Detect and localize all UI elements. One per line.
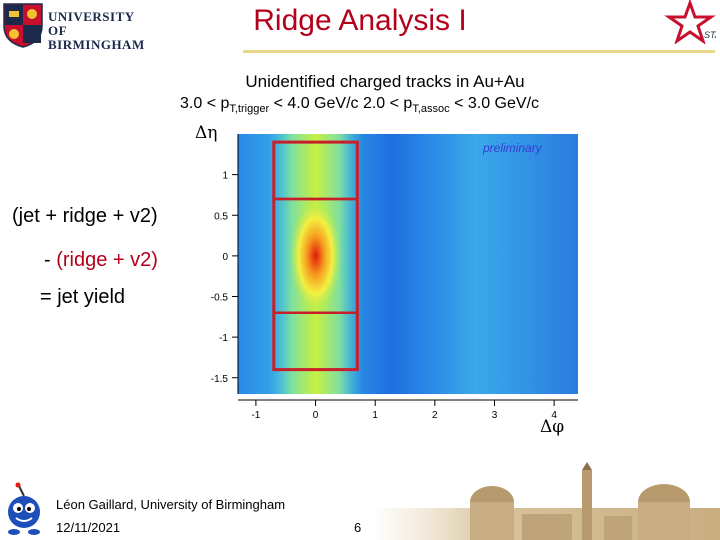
footer-author: Léon Gaillard, University of Birmingham bbox=[56, 497, 286, 512]
x-tick-label: -1 bbox=[251, 410, 260, 421]
campus-illustration bbox=[372, 462, 720, 540]
x-tick-label: 2 bbox=[432, 410, 438, 421]
star-logo-text: STAR bbox=[704, 30, 716, 40]
university-logo: UNIVERSITY OF BIRMINGHAM bbox=[2, 2, 152, 52]
y-axis-label: Δη bbox=[195, 123, 217, 143]
kinematic-cuts: 3.0 < pT,trigger < 4.0 GeV/c 2.0 < pT,as… bbox=[180, 95, 539, 115]
heatmap-chart: 1 0.5 0 -0.5 -1 -1.5 -1 0 1 2 3 4 preliminary Δη Δφ bbox=[195, 123, 578, 437]
equation-line-1: (jet + ridge + v2) bbox=[12, 205, 158, 227]
region-box-2 bbox=[272, 140, 359, 201]
y-tick-label: 0.5 bbox=[214, 211, 228, 222]
mascot-icon bbox=[8, 482, 40, 535]
star-logo: STAR bbox=[664, 0, 716, 44]
footer-date: 12/11/2021 bbox=[56, 520, 121, 535]
assoc-subscript: T,assoc bbox=[412, 103, 450, 116]
trigger-subscript: T,trigger bbox=[229, 103, 270, 116]
preliminary-watermark: preliminary bbox=[482, 141, 543, 155]
y-tick-label: -1.5 bbox=[211, 374, 229, 385]
minus-sign: - bbox=[44, 249, 57, 271]
x-tick-label: 1 bbox=[372, 410, 378, 421]
axes: 1 0.5 0 -0.5 -1 -1.5 -1 0 1 2 3 4 bbox=[211, 134, 578, 421]
university-line2: BIRMINGHAM bbox=[48, 37, 145, 52]
trigger-suffix: < 4.0 GeV/c 2.0 < p bbox=[269, 95, 413, 112]
university-line1: UNIVERSITY OF bbox=[48, 9, 135, 38]
slide-title: Ridge Analysis I bbox=[253, 4, 467, 37]
x-tick-label: 4 bbox=[551, 410, 557, 421]
equation-line-2: - (ridge + v2) bbox=[44, 249, 158, 272]
trigger-prefix: 3.0 < p bbox=[180, 95, 230, 112]
page-number: 6 bbox=[354, 520, 362, 535]
y-tick-label: -1 bbox=[219, 333, 228, 344]
plot-subtitle: Unidentified charged tracks in Au+Au bbox=[245, 72, 525, 91]
near-side-jet-peak bbox=[289, 197, 342, 314]
y-tick-label: -0.5 bbox=[211, 293, 229, 304]
ridge-term: (ridge + v2) bbox=[56, 249, 158, 271]
y-tick-label: 1 bbox=[222, 171, 228, 182]
x-tick-label: 0 bbox=[313, 410, 319, 421]
y-tick-label: 0 bbox=[222, 252, 228, 263]
university-name: UNIVERSITY OF BIRMINGHAM bbox=[48, 10, 152, 52]
equation-line-3: = jet yield bbox=[40, 286, 126, 308]
x-tick-label: 3 bbox=[492, 410, 498, 421]
assoc-suffix: < 3.0 GeV/c bbox=[449, 95, 540, 112]
title-underline bbox=[243, 50, 715, 53]
region-box-3 bbox=[272, 311, 359, 371]
crest-icon bbox=[3, 3, 43, 48]
x-axis-label: Δφ bbox=[540, 417, 564, 437]
region-boxes bbox=[272, 140, 359, 372]
heatmap-cells bbox=[267, 134, 364, 394]
